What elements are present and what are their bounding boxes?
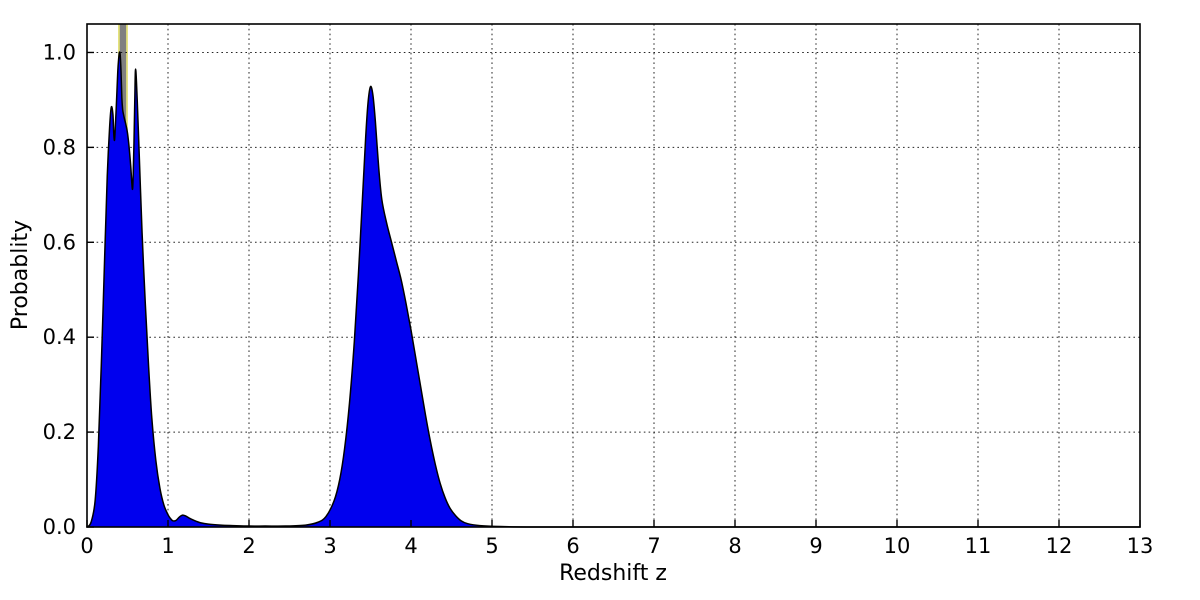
- y-tick-label: 0.2: [43, 420, 76, 444]
- y-tick-label: 0.4: [43, 325, 76, 349]
- x-tick-label: 3: [323, 534, 336, 558]
- x-tick-label: 12: [1046, 534, 1073, 558]
- x-axis-ticks: 0 1 2 3 4 5 6 7 8 9 10 11 12 13: [80, 520, 1153, 558]
- plot-frame: [86, 23, 1141, 528]
- pdf-series-layer: [86, 51, 1141, 528]
- x-tick-label: 8: [728, 534, 741, 558]
- pdf-area-fill: [87, 52, 1140, 528]
- x-tick-label: 4: [404, 534, 417, 558]
- x-tick-label: 1: [161, 534, 174, 558]
- pdf-outline: [86, 51, 1141, 528]
- x-tick-label: 5: [485, 534, 498, 558]
- y-tick-label: 0.0: [43, 515, 76, 539]
- x-tick-label: 0: [80, 534, 93, 558]
- x-tick-label: 13: [1127, 534, 1154, 558]
- x-tick-label: 7: [647, 534, 660, 558]
- y-tick-label: 1.0: [43, 40, 76, 64]
- x-tick-label: 2: [242, 534, 255, 558]
- y-tick-label: 0.6: [43, 230, 76, 254]
- gridlines: [87, 24, 1140, 527]
- y-axis-ticks: 0.0 0.2 0.4 0.6 0.8 1.0: [43, 40, 94, 539]
- x-tick-label: 6: [566, 534, 579, 558]
- x-tick-label: 11: [965, 534, 992, 558]
- y-axis-title: Probablity: [8, 220, 33, 330]
- x-tick-label: 10: [884, 534, 911, 558]
- x-tick-label: 9: [809, 534, 822, 558]
- x-axis-title: Redshift z: [559, 561, 667, 586]
- y-tick-label: 0.8: [43, 135, 76, 159]
